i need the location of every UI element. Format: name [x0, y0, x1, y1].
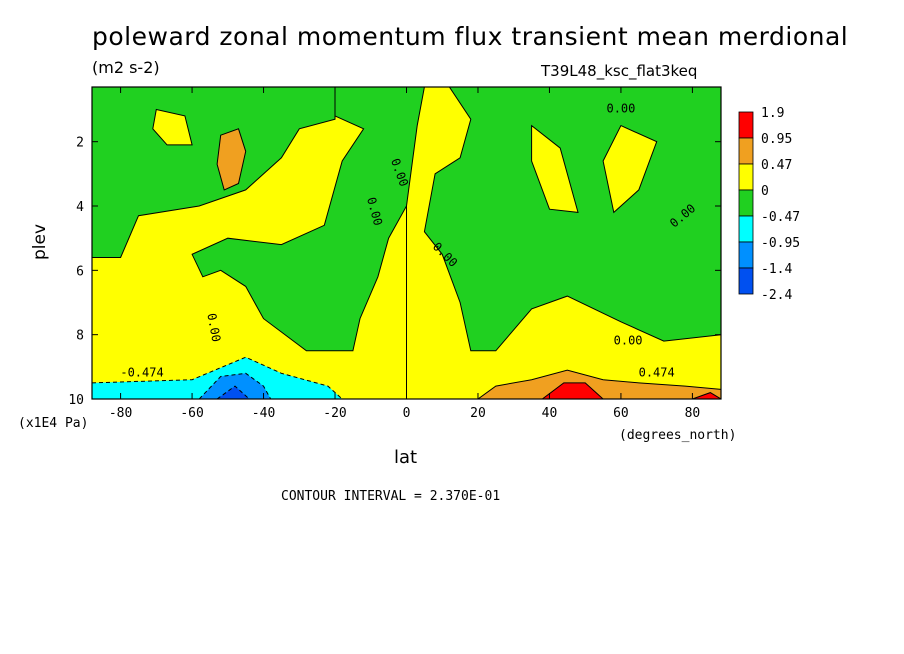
x-tick-label: -60 [180, 406, 203, 421]
colorbar-swatch [738, 241, 754, 269]
region-cyan-6 [92, 357, 343, 399]
colorbar-label: -1.4 [761, 262, 792, 277]
colorbar-label: -0.47 [761, 210, 800, 225]
colorbar-swatch [738, 137, 754, 165]
contour-label: -0.474 [120, 365, 163, 379]
x-tick-label: 0 [403, 406, 411, 421]
colorbar-swatch [738, 163, 754, 191]
contour-line-10 [477, 369, 721, 399]
x-axis-unit: (degrees_north) [619, 428, 737, 443]
y-tick-label: 6 [76, 264, 84, 279]
x-tick-label: -80 [109, 406, 132, 421]
y-axis-unit: (x1E4 Pa) [18, 416, 89, 431]
contour-line-12 [692, 392, 721, 399]
colorbar-label: -2.4 [761, 288, 792, 303]
colorbar-swatch [738, 189, 754, 217]
contour-line-5 [602, 124, 658, 214]
chart-units: (m2 s-2) [92, 58, 160, 77]
region-green-0 [92, 87, 335, 258]
region-blue_dark-8 [217, 386, 250, 399]
x-tick-label: 20 [470, 406, 486, 421]
contour-line-3 [152, 108, 193, 146]
x-tick-label: 40 [542, 406, 558, 421]
region-red-11 [542, 382, 604, 399]
region-yellow-5 [603, 125, 657, 213]
region-yellow-3 [152, 109, 193, 145]
region-green-1 [192, 87, 425, 351]
region-orange-10 [478, 370, 721, 399]
contour-label: 0.00 [614, 333, 643, 347]
region-yellow-4 [531, 125, 578, 213]
contour-interval: CONTOUR INTERVAL = 2.370E-01 [281, 489, 501, 504]
x-tick-label: 80 [685, 406, 701, 421]
colorbar: 1.9 0.95 0.47 0 -0.47 -0.95 -1.4 -2.4 [738, 106, 800, 303]
contour-line-9 [216, 128, 247, 191]
contour-line-8 [216, 385, 251, 399]
contour-label: 0.00 [606, 102, 635, 116]
contour-label: 0.00 [204, 312, 223, 343]
region-orange-9 [217, 128, 246, 190]
colorbar-label: 1.9 [761, 106, 784, 121]
colorbar-swatch [738, 215, 754, 243]
x-tick-label: 60 [613, 406, 629, 421]
colorbar-swatch [738, 111, 754, 139]
contour-line-4 [531, 124, 579, 213]
contour-line-1 [191, 87, 425, 352]
y-tick-label: 8 [76, 329, 84, 344]
run-id: T39L48_ksc_flat3keq [541, 62, 698, 80]
y-tick-label: 2 [76, 136, 84, 151]
colorbar-label: -0.95 [761, 236, 800, 251]
contour-label: 0.474 [639, 365, 675, 379]
colorbar-label: 0 [761, 184, 769, 199]
colorbar-swatch [738, 267, 754, 295]
colorbar-label: 0.95 [761, 132, 792, 147]
y-tick-label: 10 [68, 393, 84, 408]
x-axis-label: lat [394, 447, 418, 468]
contour-line-11 [541, 382, 604, 399]
region-red-12 [692, 392, 721, 399]
chart-title: poleward zonal momentum flux transient m… [92, 22, 849, 51]
x-tick-label: -20 [323, 406, 346, 421]
contour-line-2 [423, 87, 721, 352]
colorbar-label: 0.47 [761, 158, 792, 173]
y-tick-label: 4 [76, 200, 84, 215]
x-tick-label: -40 [252, 406, 275, 421]
